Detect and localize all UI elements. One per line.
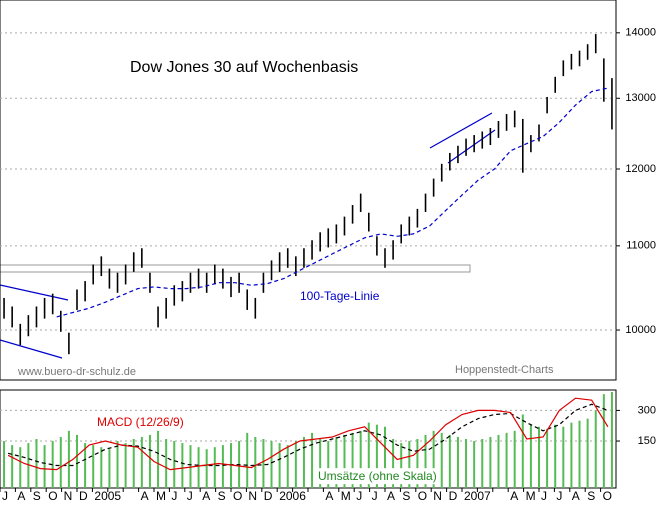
line-series	[7, 397, 609, 471]
x-tick-label: N	[248, 489, 257, 503]
x-tick-label: M	[341, 489, 351, 503]
channel-line	[0, 339, 63, 359]
y2-tick-label: 150	[638, 435, 656, 447]
x-tick-label: S	[402, 489, 410, 503]
x-tick-label: O	[603, 489, 612, 503]
x-tick-label: S	[587, 489, 595, 503]
y-tick-label: 12000	[625, 163, 656, 175]
x-tick-label: O	[48, 489, 57, 503]
x-tick-label: J	[556, 489, 562, 503]
y-tick-label: 10000	[625, 324, 656, 336]
x-tick-label: O	[418, 489, 427, 503]
x-tick-label: O	[233, 489, 242, 503]
y-tick-label: 14000	[625, 27, 656, 39]
x-tick-label: A	[572, 489, 580, 503]
channel-line	[0, 284, 69, 301]
x-tick-label: D	[449, 489, 458, 503]
label-bg	[316, 468, 439, 485]
x-tick-label: J	[356, 489, 362, 503]
price-panel	[0, 0, 617, 381]
x-tick-label: J	[541, 489, 547, 503]
x-tick-label: A	[325, 489, 333, 503]
trend-channels	[0, 112, 496, 359]
y-tick-label: 11000	[626, 240, 656, 252]
x-tick-label: D	[264, 489, 273, 503]
x-tick-label: S	[33, 489, 41, 503]
x-tick-label: M	[526, 489, 536, 503]
y-tick-label: 13000	[625, 92, 656, 104]
chart-title: Dow Jones 30 auf Wochenbasis	[130, 59, 358, 76]
y2-tick-label: 300	[638, 404, 656, 416]
x-tick-label: A	[141, 489, 149, 503]
x-tick-label: S	[218, 489, 226, 503]
x-tick-label: A	[202, 489, 210, 503]
x-tick-label: A	[510, 489, 518, 503]
zone-box	[0, 264, 471, 273]
x-tick-label: D	[79, 489, 88, 503]
series-label: Umsätze (ohne Skala)	[318, 469, 437, 483]
line-series	[56, 87, 609, 318]
x-tick-label: 2007	[464, 489, 491, 503]
x-tick-label: N	[64, 489, 73, 503]
source-note: Hoppenstedt-Charts	[455, 364, 554, 376]
series-label: 100-Tage-Linie	[300, 289, 380, 303]
x-tick-label: J	[372, 489, 378, 503]
x-tick-label: J	[2, 489, 8, 503]
line-series	[7, 403, 609, 467]
x-tick-label: 2006	[279, 489, 306, 503]
x-tick-label: A	[17, 489, 25, 503]
channel-line	[429, 112, 493, 149]
x-tick-label: M	[156, 489, 166, 503]
x-tick-label: A	[387, 489, 395, 503]
source-note: www.buero-dr-schulz.de	[17, 366, 136, 378]
x-tick-label: 2005	[94, 489, 121, 503]
x-tick-label: N	[433, 489, 442, 503]
x-tick-label: J	[171, 489, 177, 503]
x-tick-label: J	[187, 489, 193, 503]
series-label: MACD (12/26/9)	[97, 415, 184, 429]
channel-line	[447, 129, 496, 164]
